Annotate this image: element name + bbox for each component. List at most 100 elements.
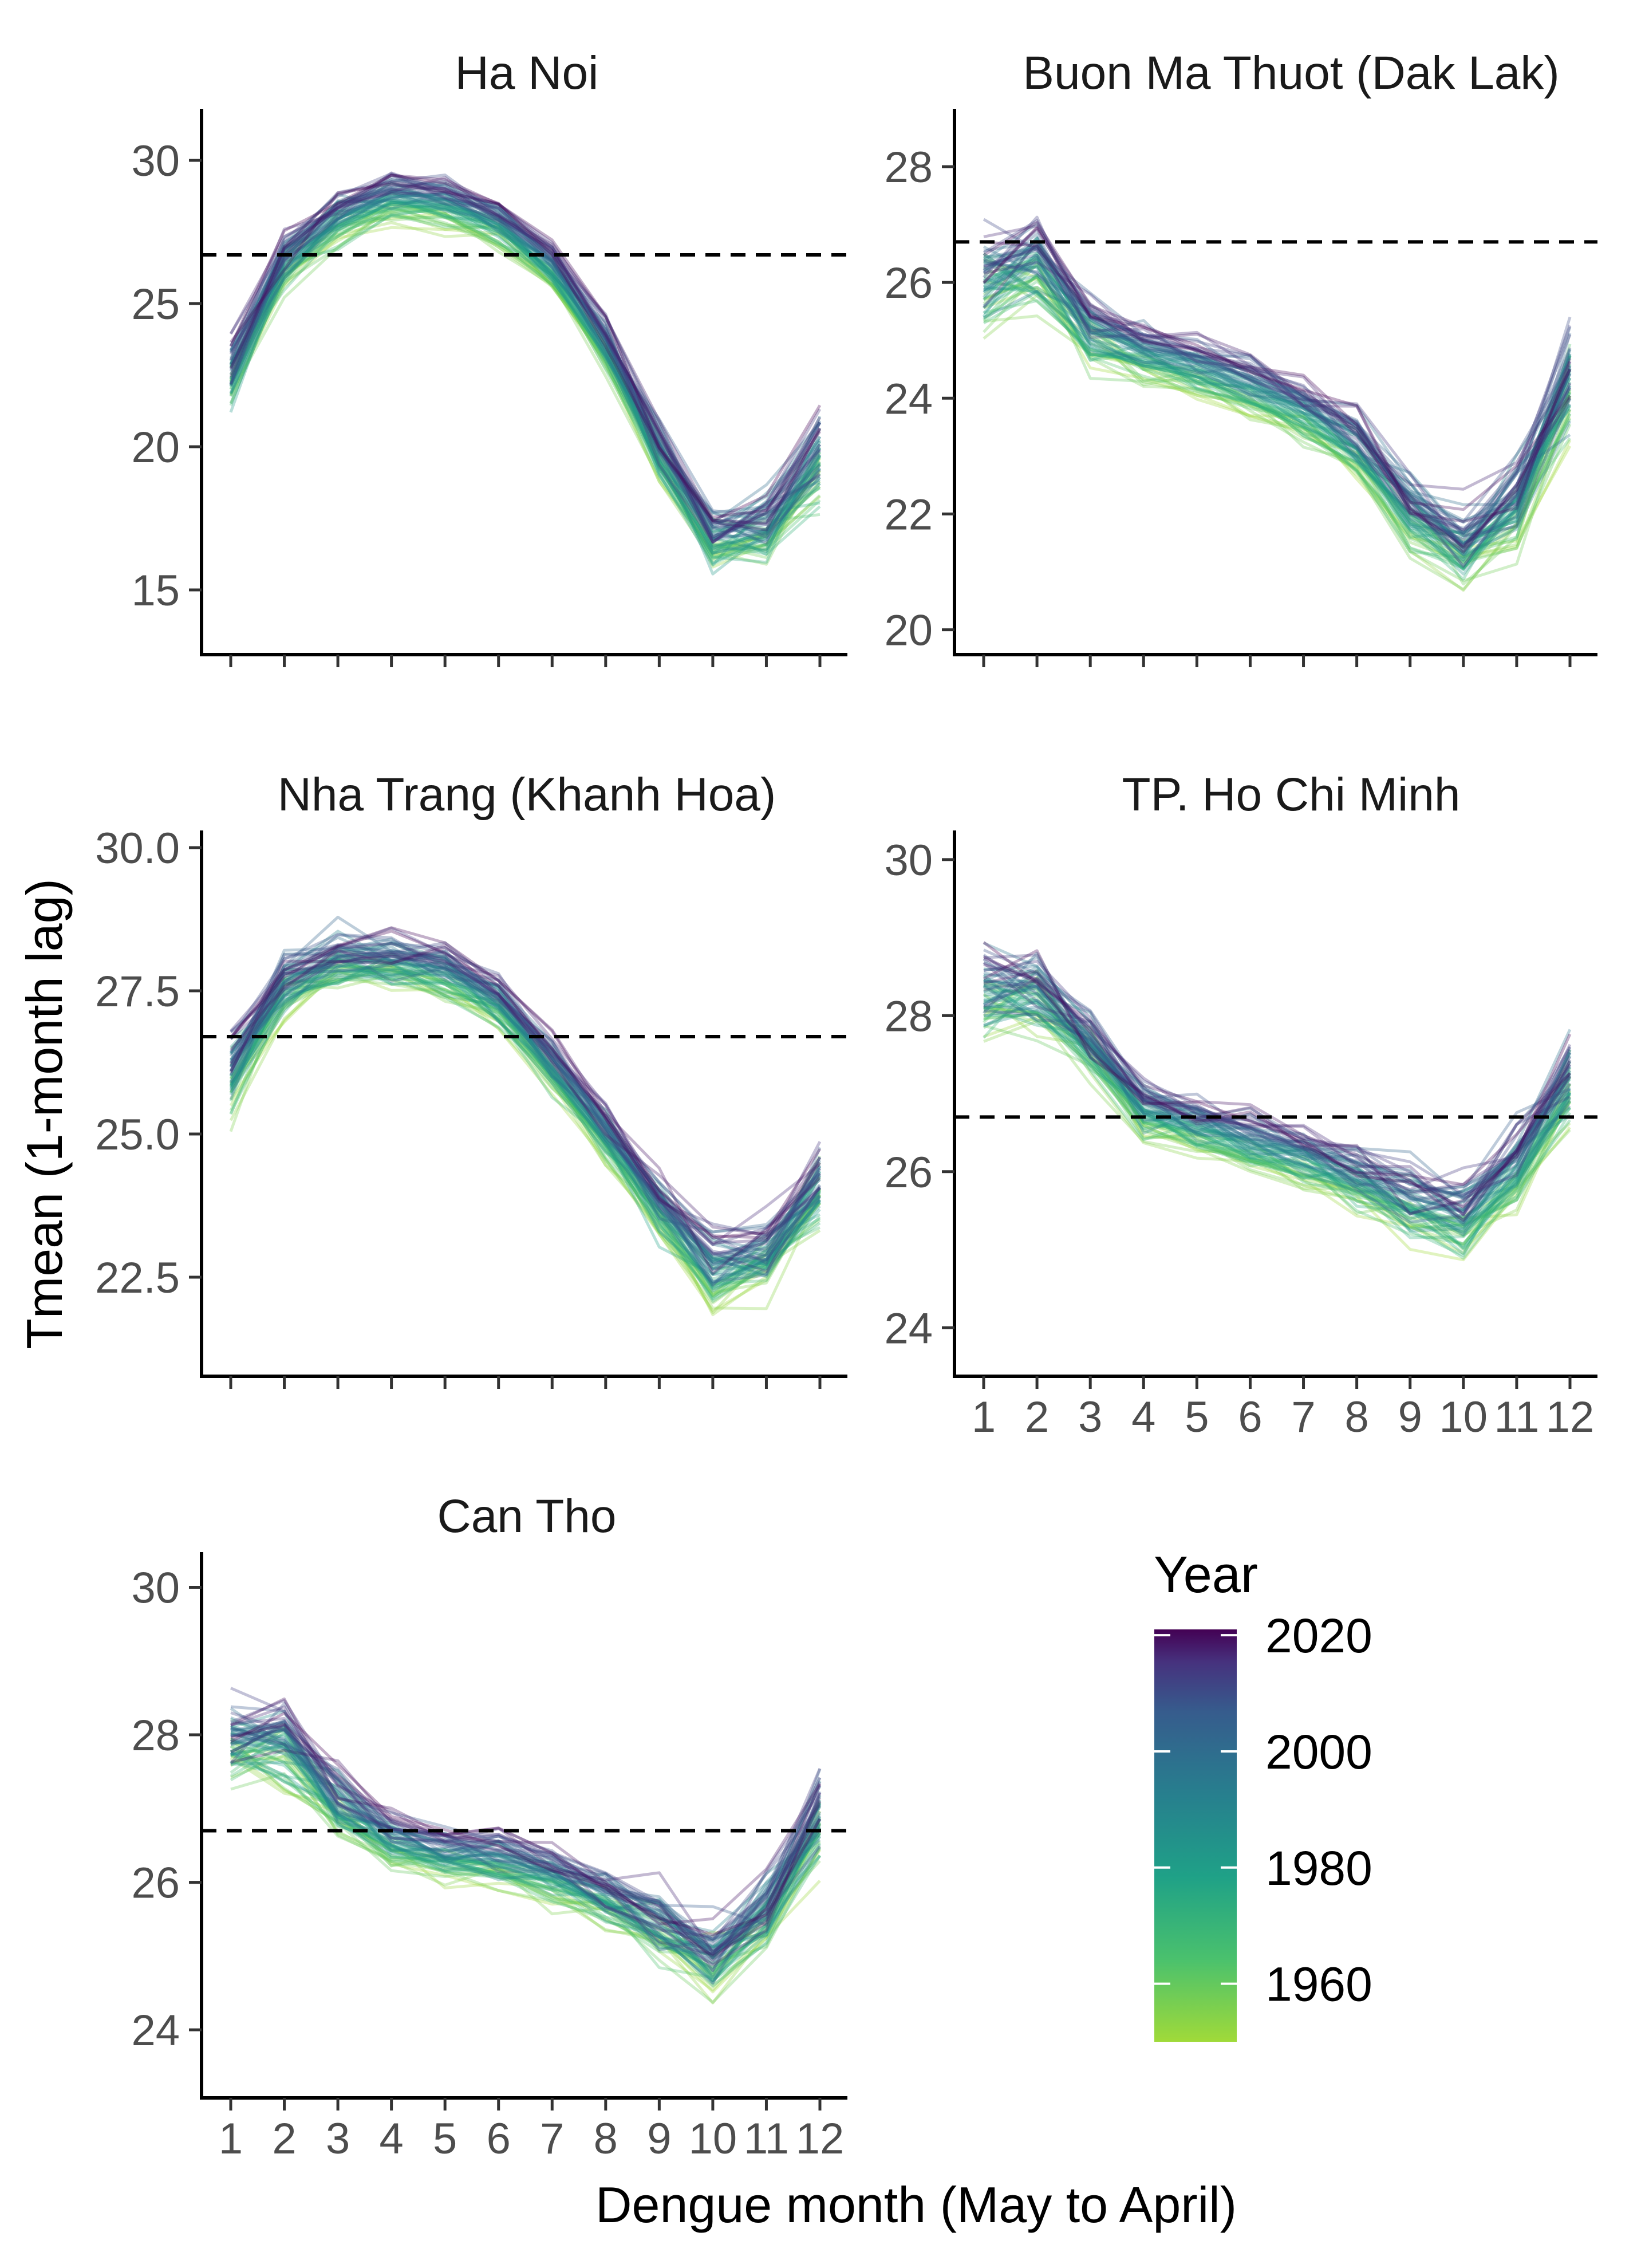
series-line-year-1967 [229,207,821,554]
series-line-year-1960 [983,1024,1572,1230]
series-line-year-1965 [229,952,821,1289]
series-line-year-1975 [229,195,822,564]
series-line-year-1990 [230,944,822,1285]
series-line-year-1955 [229,973,821,1305]
series-line-year-2006 [229,175,821,517]
series-line-year-1954 [229,202,822,551]
series-line-year-1959 [983,1005,1572,1228]
series-line-year-2000 [229,936,822,1253]
series-line-year-2011 [230,1720,821,1943]
series-line-year-1962 [983,265,1572,542]
x-axis-title: Dengue month (May to April) [595,2176,1237,2233]
series-line-year-2005 [229,949,822,1264]
series-line-year-1959 [230,1772,822,2004]
x-tick-label: 5 [433,2115,457,2163]
y-tick-label: 22.5 [95,1254,180,1302]
series-line-year-2003 [983,259,1572,545]
series-line-year-2018 [983,226,1572,554]
series-line-year-1979 [229,198,821,567]
series-line-year-1995 [229,190,822,542]
series-line-year-1981 [230,1726,822,1983]
series-line-year-1977 [229,182,822,565]
series-line-year-1971 [229,951,821,1281]
series-line-year-1991 [983,979,1572,1222]
series-line-year-1957 [229,212,822,566]
y-axis-title: Tmean (1-month lag) [16,879,73,1349]
series-line-year-1962 [229,965,821,1291]
series-line-year-1979 [983,998,1572,1234]
series-line-year-2021 [229,174,822,522]
series-line-year-1982 [229,969,821,1261]
series-line-year-1975 [983,1006,1572,1237]
series-line-year-1991 [229,930,821,1270]
x-tick-label: 7 [1291,1393,1315,1442]
colorbar-labels: 2020 2000 1980 1960 [1265,1609,1372,2011]
series-line-year-1972 [983,255,1572,570]
series-line-year-1952 [230,1753,822,1992]
series-line-year-1983 [983,1001,1572,1230]
series-line-year-1998 [229,946,822,1257]
series-line-year-2020 [229,182,822,519]
series-line-year-2006 [983,972,1571,1215]
series-line-year-1991 [983,265,1572,545]
series-line-year-1976 [983,254,1572,564]
series-line-year-1985 [229,199,822,553]
series-line-year-2021 [230,1711,822,1936]
panel-title: Can Tho [437,1490,616,1542]
series-line-year-1954 [983,982,1571,1246]
panel-title: Nha Trang (Khanh Hoa) [278,769,776,821]
series-line-year-1987 [983,255,1572,559]
y-tick-label: 15 [131,566,180,615]
y-tick-label: 20 [131,423,180,472]
y-tick-label: 26 [884,1148,933,1197]
series-line-year-1993 [230,1723,822,1979]
series-line-year-1958 [229,964,821,1298]
series-line-year-1983 [229,973,821,1284]
x-tick-label: 10 [689,2115,737,2163]
series-line-year-1961 [229,208,822,559]
series-line-year-1951 [983,1015,1572,1255]
series-line-year-1959 [983,257,1572,586]
x-tick-label: 1 [219,2115,243,2163]
series-line-year-1957 [230,1755,821,1968]
series-line-year-1957 [983,988,1571,1238]
series-line-year-1966 [983,979,1572,1246]
series-line-year-2011 [983,218,1572,535]
series-line-year-2019 [983,955,1572,1222]
series-line-year-1990 [229,196,822,531]
x-tick-label: 10 [1439,1393,1488,1442]
series-line-year-1993 [983,984,1572,1224]
colorbar-label: 2020 [1265,1609,1372,1663]
series-line-year-1967 [230,1742,822,1975]
series-line-year-1958 [983,273,1572,582]
series-line-year-2016 [983,241,1572,531]
series-line-year-2001 [230,955,821,1259]
series-line-year-1980 [229,961,821,1289]
series-line-year-1956 [229,964,822,1294]
series-line-year-1986 [229,956,821,1266]
colorbar [1154,1629,1237,2042]
series-line-year-1986 [983,1009,1572,1233]
series-line-year-1954 [983,276,1572,562]
series-line-year-1987 [229,190,821,521]
series-line-year-1984 [983,259,1572,576]
x-tick-label: 4 [1131,1393,1155,1442]
series-line-year-1950 [983,1006,1571,1262]
series-line-year-2009 [230,1702,822,1946]
series-line-year-2014 [983,961,1572,1191]
series-line-year-1967 [983,1012,1572,1260]
series-line-year-1994 [229,950,821,1276]
series-line-year-1967 [229,946,822,1303]
series-line-year-2012 [983,954,1571,1207]
series-line-year-2007 [230,933,821,1266]
series-line-year-2013 [983,977,1572,1196]
series-line-year-1969 [230,1731,822,1951]
series-line-year-2003 [229,181,822,541]
series-line-year-1991 [230,1738,821,1962]
series-line-year-2016 [229,942,821,1246]
series-line-year-2003 [983,979,1572,1215]
x-tick-label: 9 [1398,1393,1422,1442]
series-line-year-2003 [229,949,821,1234]
series-line-year-1977 [229,955,821,1263]
